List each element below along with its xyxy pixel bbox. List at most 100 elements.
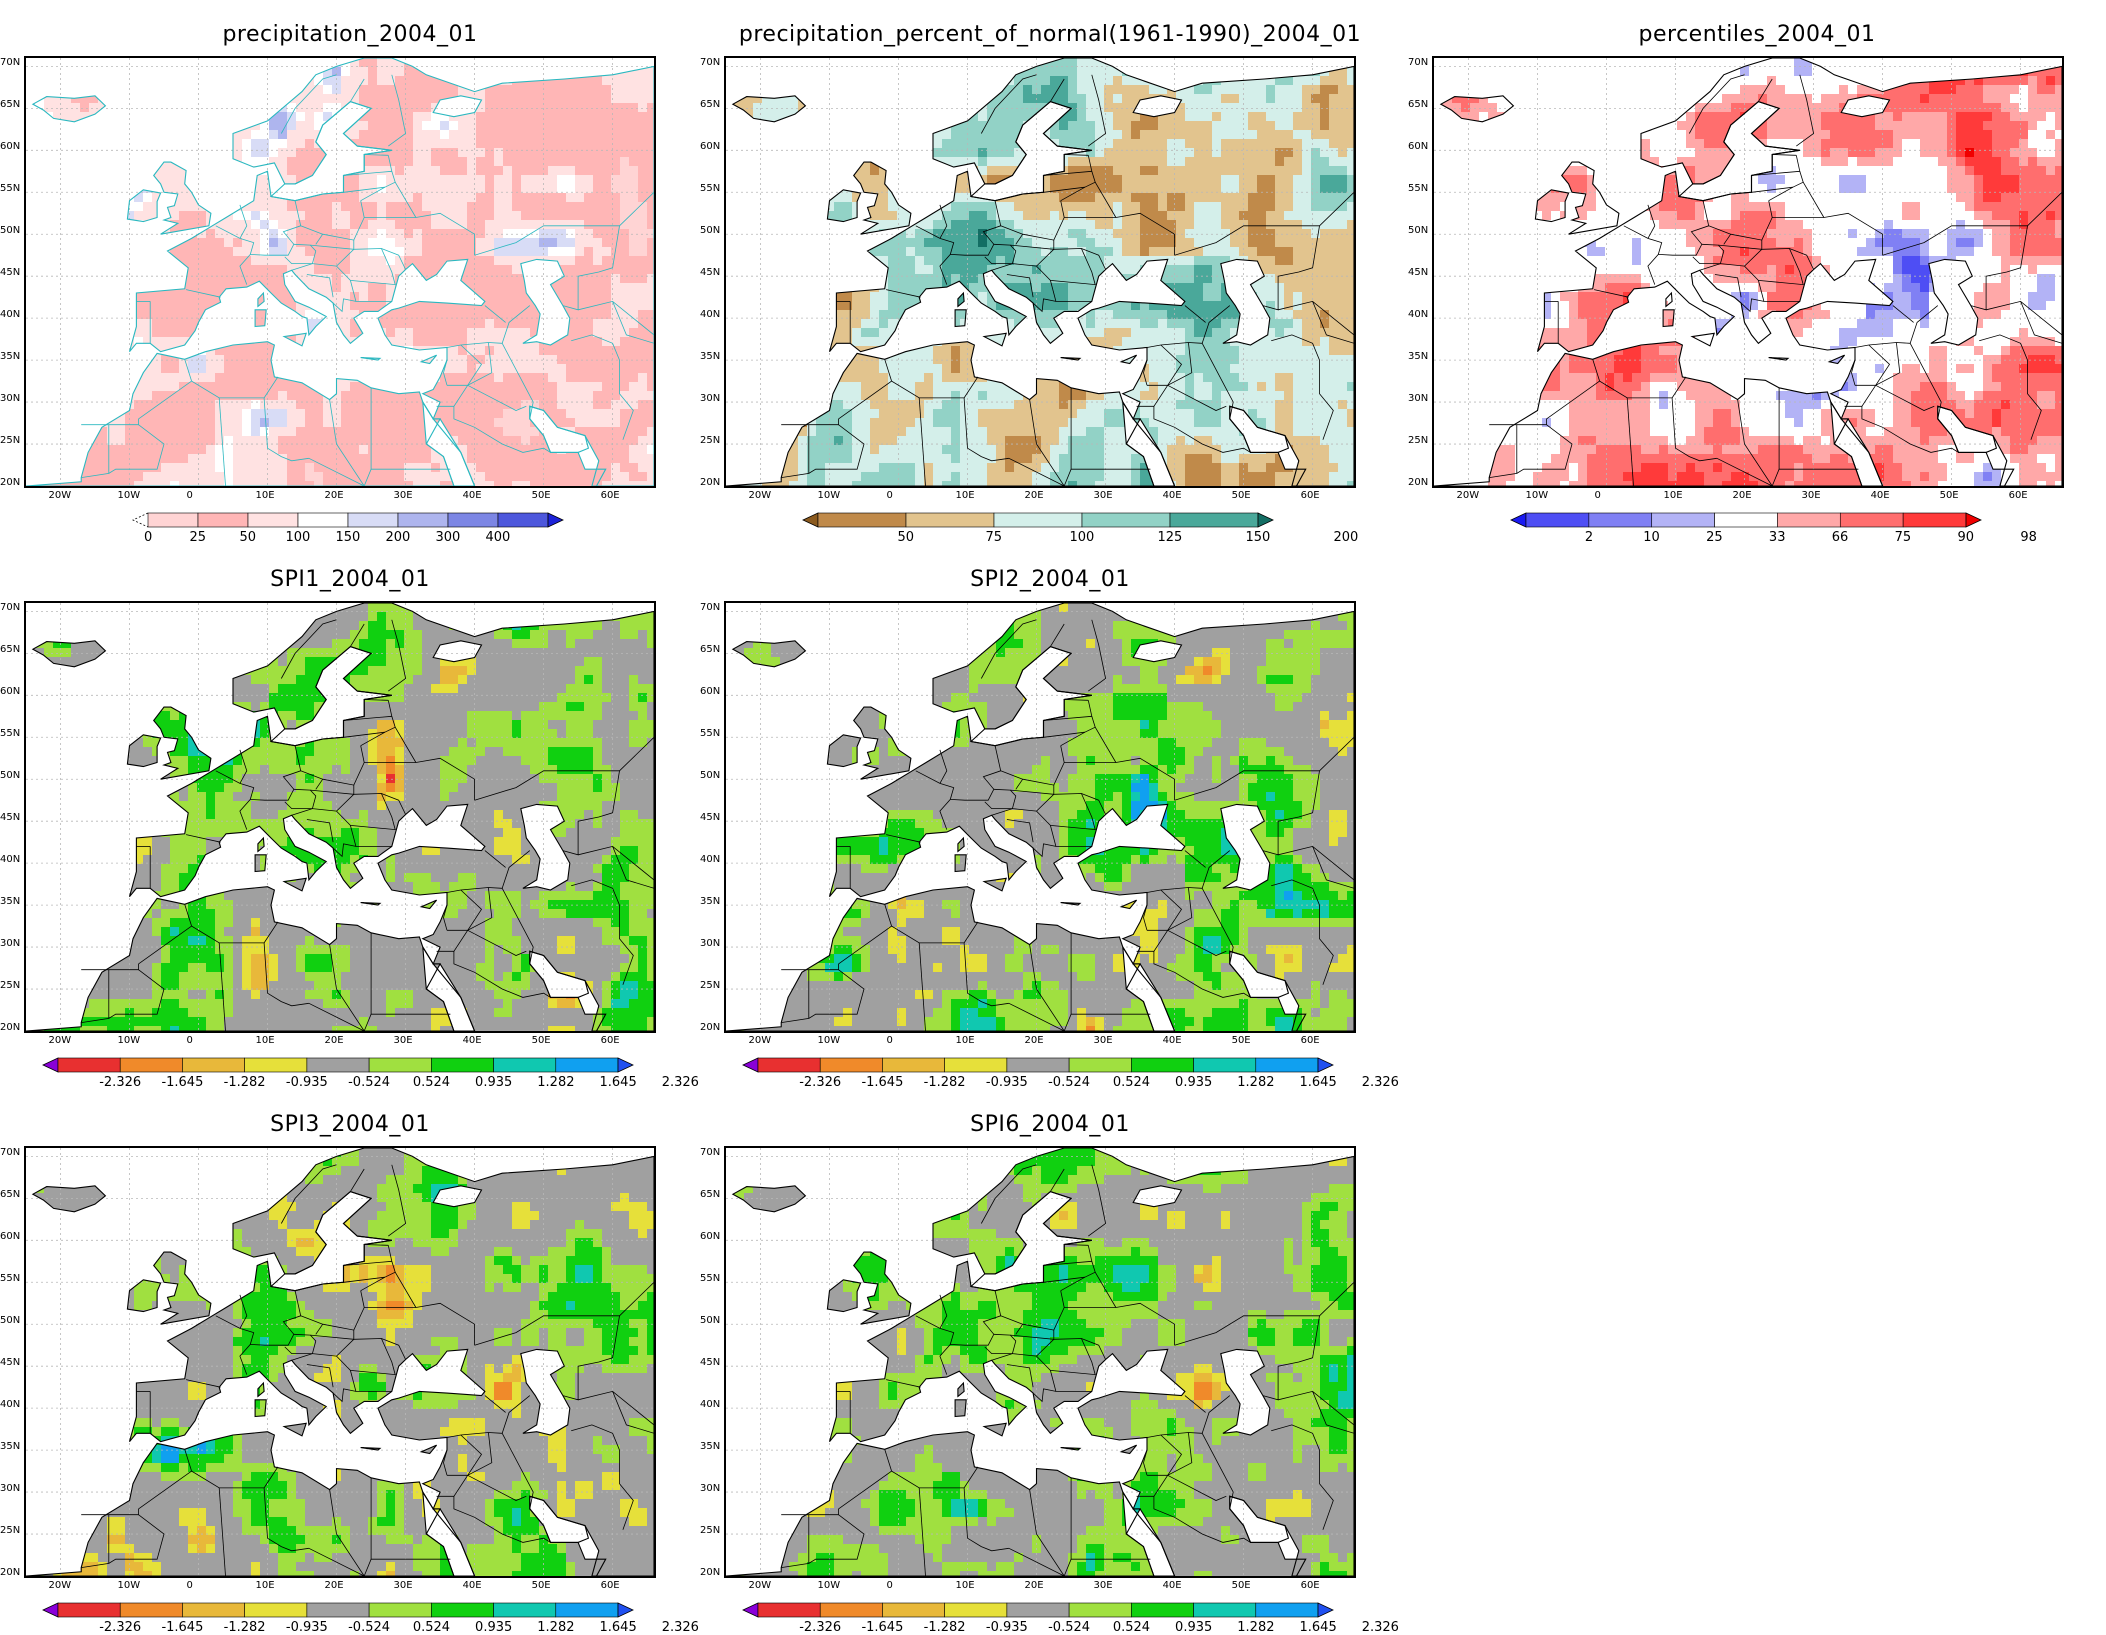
colorbar-box — [906, 513, 994, 527]
lat-tick-label: 60N — [700, 686, 720, 697]
lat-tick-label: 20N — [700, 1022, 720, 1033]
colorbar-box — [58, 1058, 120, 1072]
lat-tick-label: 65N — [0, 1189, 20, 1200]
lat-tick-label: 45N — [700, 267, 720, 278]
lon-tick-label: 10E — [256, 490, 275, 501]
colorbar-box — [182, 1058, 244, 1072]
lat-tick-label: 65N — [0, 99, 20, 110]
lon-tick-label: 50E — [532, 1035, 551, 1046]
colorbar-under-triangle — [1511, 513, 1526, 527]
lat-tick-label: 40N — [0, 854, 20, 865]
colorbar-label: -2.326 — [799, 1075, 841, 1090]
colorbar-label: 10 — [1643, 530, 1660, 545]
lon-tick-label: 20W — [49, 1035, 72, 1046]
lat-tick-label: 70N — [700, 602, 720, 613]
lon-tick-label: 10W — [818, 490, 841, 501]
lat-tick-label: 20N — [0, 1567, 20, 1578]
colorbar-label: 90 — [1958, 530, 1975, 545]
colorbar-box — [1652, 513, 1715, 527]
colorbar-under-triangle — [743, 1603, 758, 1617]
map-area — [24, 601, 656, 1033]
colorbar-label: -0.524 — [1048, 1620, 1090, 1635]
colorbar-box — [494, 1603, 556, 1617]
colorbar-label: -0.524 — [348, 1620, 390, 1635]
lat-tick-label: 35N — [0, 351, 20, 362]
colorbar-box — [758, 1058, 820, 1072]
lon-tick-label: 10W — [1526, 490, 1549, 501]
colorbar-label: 2 — [1585, 530, 1593, 545]
colorbar-over-triangle — [1258, 513, 1273, 527]
panel-title: precipitation_2004_01 — [0, 22, 700, 47]
colorbar-box — [882, 1058, 944, 1072]
colorbar-box — [198, 513, 248, 527]
colorbar-box — [820, 1603, 882, 1617]
colorbar-under-triangle — [43, 1058, 58, 1072]
colorbar-label: -1.645 — [161, 1075, 203, 1090]
lat-tick-label: 40N — [700, 309, 720, 320]
lat-tick-label: 25N — [0, 1525, 20, 1536]
lat-tick-label: 35N — [0, 1441, 20, 1452]
map-area — [1432, 56, 2064, 488]
lon-tick-label: 0 — [187, 490, 193, 501]
colorbar-label: 0.935 — [475, 1075, 512, 1090]
colorbar-label: 0.524 — [413, 1620, 450, 1635]
lat-tick-label: 20N — [0, 477, 20, 488]
lat-tick-label: 55N — [0, 728, 20, 739]
colorbar-box — [1194, 1058, 1256, 1072]
lat-tick-label: 30N — [1408, 393, 1428, 404]
colorbar-box — [298, 513, 348, 527]
lat-tick-label: 45N — [0, 812, 20, 823]
colorbar — [1510, 512, 1986, 530]
panel-title: precipitation_percent_of_normal(1961-199… — [700, 22, 1400, 47]
colorbar — [802, 512, 1278, 530]
colorbar-box — [1589, 513, 1652, 527]
lat-tick-label: 45N — [0, 267, 20, 278]
lon-tick-label: 10E — [956, 1035, 975, 1046]
colorbar-label: 300 — [436, 530, 461, 545]
lon-tick-label: 40E — [1163, 1580, 1182, 1591]
colorbar-box — [1526, 513, 1589, 527]
colorbar-label: -0.524 — [1048, 1075, 1090, 1090]
lat-tick-label: 20N — [1408, 477, 1428, 488]
colorbar-box — [245, 1603, 307, 1617]
colorbar — [42, 1602, 638, 1620]
colorbar-box — [945, 1058, 1007, 1072]
lon-tick-label: 30E — [394, 1580, 413, 1591]
colorbar-label: -2.326 — [99, 1075, 141, 1090]
lat-tick-label: 30N — [0, 393, 20, 404]
lat-tick-label: 60N — [700, 141, 720, 152]
colorbar-box — [369, 1058, 431, 1072]
lon-tick-label: 30E — [394, 490, 413, 501]
lon-tick-label: 60E — [1301, 1580, 1320, 1591]
colorbar-box — [307, 1603, 369, 1617]
lat-tick-label: 50N — [700, 770, 720, 781]
colorbar-box — [1170, 513, 1258, 527]
colorbar-label: -2.326 — [99, 1620, 141, 1635]
colorbar-under-triangle — [803, 513, 818, 527]
lon-tick-label: 0 — [887, 1580, 893, 1591]
map-panel-percent-of-normal: precipitation_percent_of_normal(1961-199… — [700, 0, 1400, 540]
lon-tick-label: 20E — [1733, 490, 1752, 501]
colorbar-label: 0.524 — [1113, 1620, 1150, 1635]
colorbar-label: 98 — [2020, 530, 2037, 545]
colorbar-label: 400 — [486, 530, 511, 545]
lon-tick-label: 20W — [1457, 490, 1480, 501]
lon-tick-label: 60E — [601, 1035, 620, 1046]
lon-tick-label: 10W — [118, 1035, 141, 1046]
lat-tick-label: 55N — [0, 183, 20, 194]
colorbar-box — [1131, 1603, 1193, 1617]
lon-tick-label: 40E — [1163, 490, 1182, 501]
colorbar-box — [245, 1058, 307, 1072]
lat-tick-label: 60N — [1408, 141, 1428, 152]
lon-tick-label: 10W — [818, 1035, 841, 1046]
lat-tick-label: 35N — [0, 896, 20, 907]
colorbar-box — [1082, 513, 1170, 527]
colorbar-label: 150 — [1246, 530, 1271, 545]
lon-tick-label: 50E — [1232, 1580, 1251, 1591]
lat-tick-label: 50N — [700, 225, 720, 236]
colorbar-label: -1.282 — [224, 1620, 266, 1635]
lat-tick-label: 55N — [700, 1273, 720, 1284]
colorbar-label: 100 — [286, 530, 311, 545]
lon-tick-label: 40E — [1871, 490, 1890, 501]
